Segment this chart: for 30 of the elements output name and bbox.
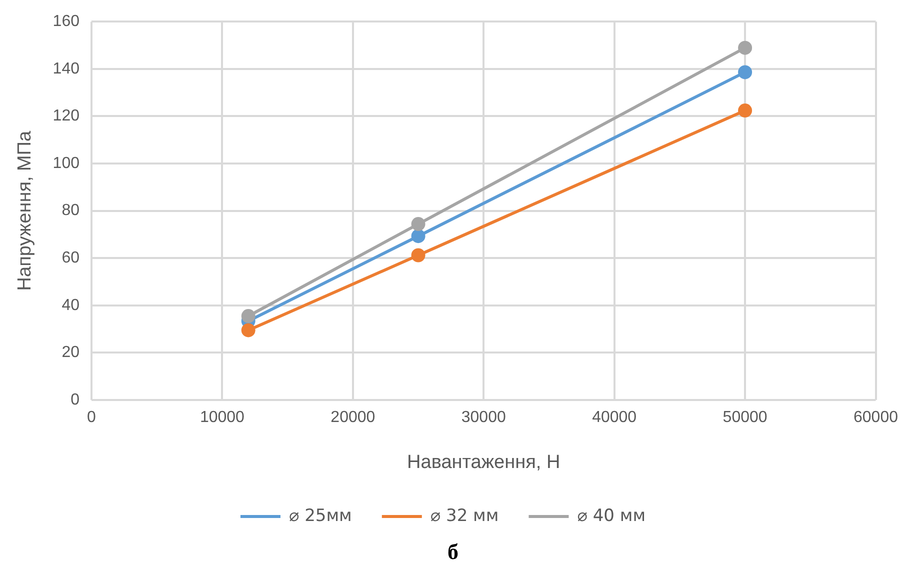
y-tick-label: 100	[52, 154, 80, 172]
point	[738, 104, 752, 118]
y-tick-label: 120	[52, 108, 80, 125]
x-tick-label: 50000	[722, 409, 768, 426]
x-tick-label: 10000	[200, 409, 245, 426]
text: б	[446, 539, 460, 565]
y-tick-label: 160	[52, 13, 80, 30]
y-axis-title: Напруження, МПа	[14, 130, 36, 291]
point	[241, 323, 256, 338]
legend-label: ⌀ 40 мм	[577, 506, 646, 526]
point	[411, 217, 426, 232]
y-tick-label: 80	[62, 202, 80, 220]
y-tick-label: 60	[62, 250, 80, 267]
y-tick-label: 140	[52, 60, 80, 78]
x-tick-label: 0	[87, 409, 96, 426]
x-tick-label: 30000	[461, 409, 506, 426]
x-axis-title: Навантаження, Н	[407, 452, 560, 473]
y-tick-label: 20	[62, 344, 80, 362]
legend-label: ⌀ 32 мм	[430, 506, 499, 526]
point	[738, 40, 752, 55]
x-tick-label: 60000	[854, 409, 898, 426]
point	[411, 248, 426, 262]
point	[241, 309, 256, 324]
point	[411, 229, 426, 244]
y-tick-label: 40	[62, 296, 80, 314]
x-tick-label: 20000	[330, 409, 376, 426]
x-tick-label: 40000	[592, 409, 637, 426]
point	[738, 65, 752, 80]
y-tick-label: 0	[70, 391, 80, 408]
legend-label: ⌀ 25мм	[288, 506, 352, 526]
